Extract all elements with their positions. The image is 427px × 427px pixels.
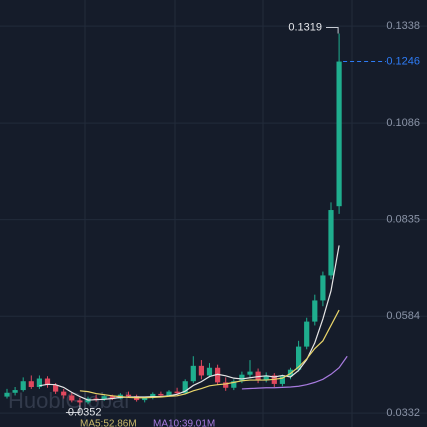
candle-body <box>142 397 148 401</box>
candle-body <box>255 371 261 381</box>
candle-body <box>231 381 237 388</box>
candle-body <box>69 395 75 401</box>
volume-ma5: MA5:52.86M <box>80 419 137 427</box>
y-tick-label: 0.0584 <box>386 310 420 322</box>
candle-body <box>174 391 180 394</box>
current-price-label: 0.1246 <box>386 55 420 67</box>
candle-body <box>166 391 172 396</box>
watermark: HuobiGlobal <box>8 388 129 413</box>
candle-body <box>304 321 310 347</box>
candle-body <box>150 393 156 398</box>
candle-body <box>320 275 326 301</box>
vertical-grid <box>84 0 353 427</box>
y-tick-label: 0.1086 <box>386 117 420 129</box>
candle-body <box>279 376 285 384</box>
candle-body <box>328 210 334 276</box>
y-tick-label: 0.0835 <box>386 214 420 226</box>
candle-body <box>125 394 132 397</box>
volume-ma10: MA10:39.01M <box>153 419 215 427</box>
candle-body <box>93 398 99 400</box>
candle-body <box>53 385 59 392</box>
candle-body <box>247 371 253 375</box>
candle-body <box>12 390 18 393</box>
candle-body <box>20 381 26 391</box>
candle-body <box>190 365 196 382</box>
candle-body <box>28 381 34 387</box>
candle-body <box>215 367 221 383</box>
moving-average-line <box>241 355 348 390</box>
candle-body <box>336 61 342 207</box>
min-label: 0.0352 <box>68 406 102 418</box>
candle-body <box>206 367 213 376</box>
moving-average-line <box>79 309 340 399</box>
candle-body <box>109 396 115 399</box>
candle-body <box>158 393 164 396</box>
candle-body <box>223 382 229 388</box>
y-tick-label: 0.1338 <box>386 20 420 32</box>
candle-body <box>77 400 83 403</box>
candle-body <box>61 391 67 396</box>
max-pointer <box>326 26 339 34</box>
min-pointer <box>65 405 81 413</box>
candle-body <box>44 378 51 386</box>
candle-body <box>312 300 318 322</box>
candle-body <box>4 392 10 397</box>
y-tick-label: 0.0332 <box>386 407 420 419</box>
candle-body <box>36 378 42 387</box>
moving-average-line <box>39 245 340 401</box>
candle-body <box>263 375 269 381</box>
candle-body <box>239 374 245 382</box>
candle-body <box>296 346 302 370</box>
candle-body <box>198 365 204 376</box>
candle-body <box>182 381 188 394</box>
max-label: 0.1319 <box>288 21 322 33</box>
candle-body <box>101 396 107 400</box>
